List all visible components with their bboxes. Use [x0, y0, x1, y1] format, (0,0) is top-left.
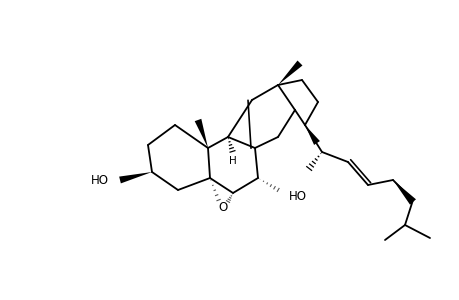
Polygon shape	[392, 180, 415, 205]
Text: O: O	[218, 201, 228, 214]
Text: HO: HO	[288, 190, 306, 202]
Polygon shape	[119, 172, 151, 183]
Text: H: H	[229, 156, 236, 166]
Text: HO: HO	[91, 173, 109, 187]
Polygon shape	[304, 125, 319, 145]
Polygon shape	[277, 61, 302, 85]
Polygon shape	[194, 119, 207, 148]
